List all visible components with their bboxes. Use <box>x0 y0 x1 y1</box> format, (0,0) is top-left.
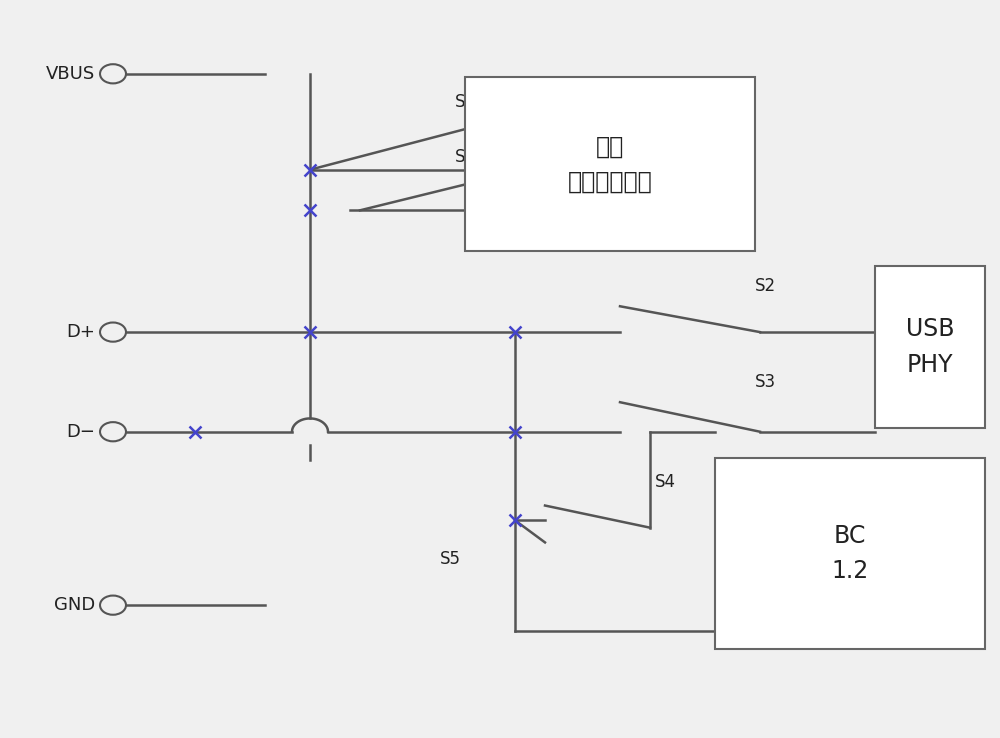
Text: S7: S7 <box>455 148 476 166</box>
Text: S3: S3 <box>755 373 776 391</box>
Text: GND: GND <box>54 596 95 614</box>
Bar <box>715 458 985 649</box>
Text: S4: S4 <box>655 473 676 491</box>
Text: BC
1.2: BC 1.2 <box>831 524 869 583</box>
Text: USB
PHY: USB PHY <box>906 317 954 376</box>
Bar <box>875 266 985 428</box>
Text: VBUS: VBUS <box>46 65 95 83</box>
Text: S6: S6 <box>455 93 476 111</box>
Text: D+: D+ <box>66 323 95 341</box>
Bar <box>465 77 755 251</box>
Text: 第二
逻辑控制单元: 第二 逻辑控制单元 <box>568 134 652 194</box>
Text: S2: S2 <box>755 277 776 295</box>
Text: D−: D− <box>66 423 95 441</box>
Text: S5: S5 <box>440 550 461 568</box>
